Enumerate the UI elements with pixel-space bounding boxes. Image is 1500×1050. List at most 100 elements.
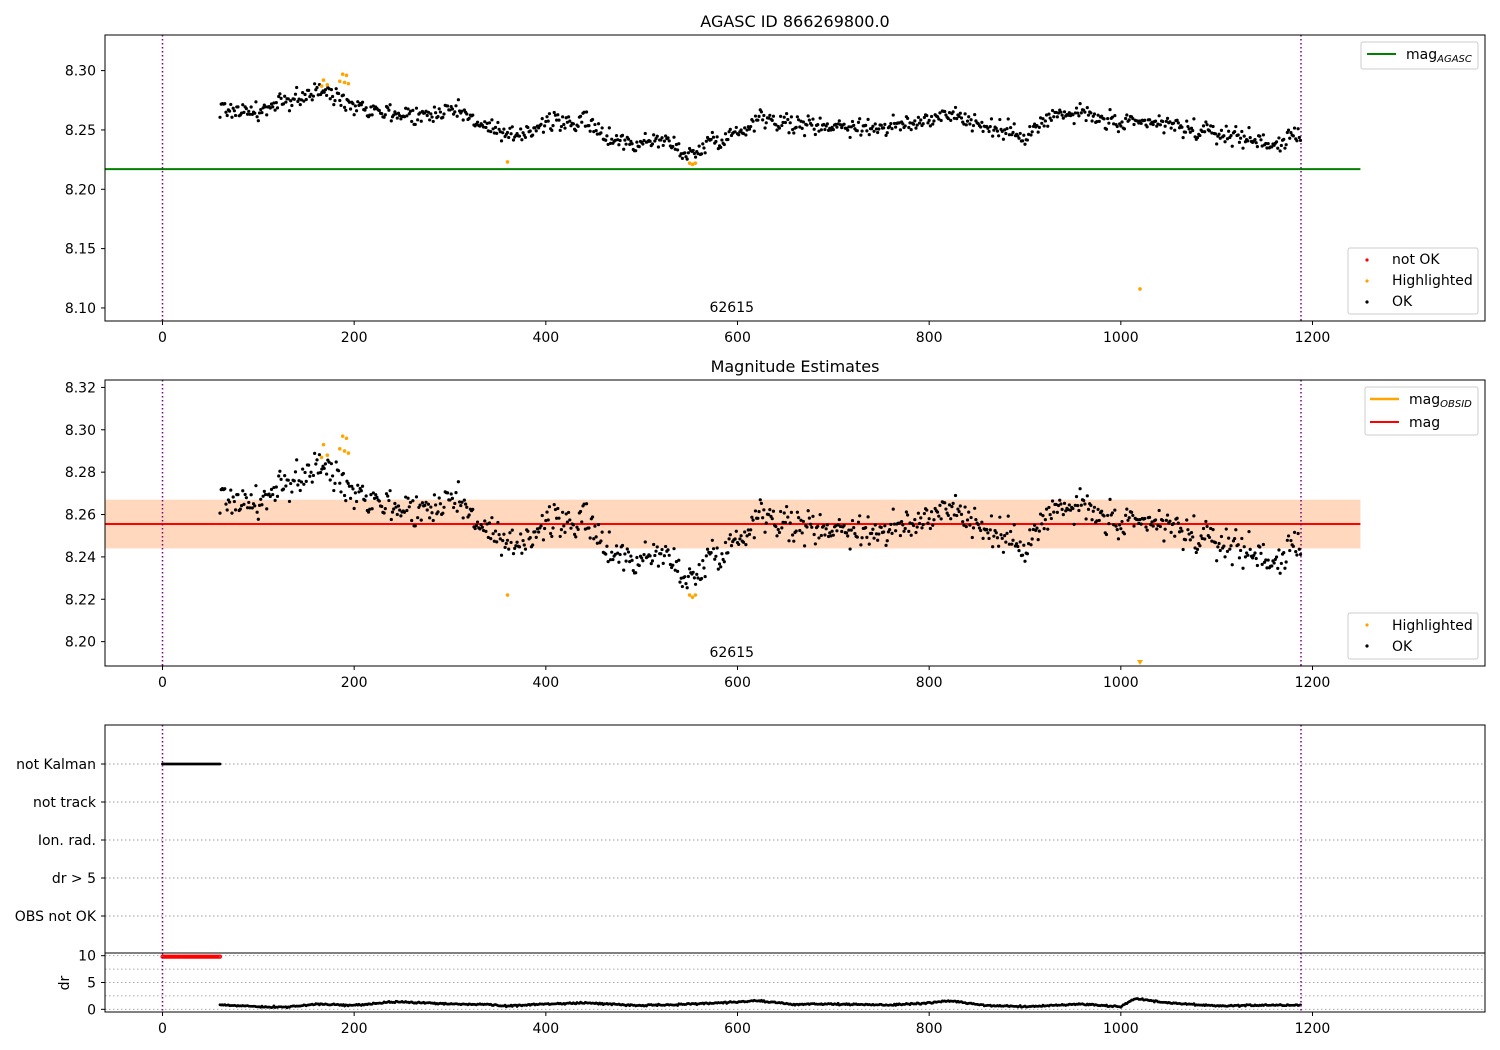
ok-point [218, 511, 222, 515]
ok-point [1116, 537, 1121, 541]
ok-point [502, 127, 506, 131]
ok-point [483, 120, 487, 124]
ok-point [620, 133, 625, 138]
x-tick-label: 1200 [1295, 330, 1331, 346]
ok-point [1022, 543, 1026, 547]
estimates-panel-points [105, 380, 1361, 666]
ok-point [611, 557, 615, 562]
ok-point [1067, 503, 1071, 507]
ok-point [496, 520, 500, 525]
ok-point [467, 513, 471, 517]
ok-point [558, 128, 562, 132]
ok-point [991, 134, 995, 138]
ok-point [1261, 542, 1265, 547]
ok-point [1171, 522, 1176, 526]
ok-point [1119, 527, 1123, 531]
ok-point [461, 118, 465, 122]
ok-point [1056, 503, 1061, 508]
ok-point [1164, 119, 1168, 123]
ok-point [714, 554, 718, 558]
ok-point [1240, 536, 1244, 541]
ok-point [771, 114, 776, 118]
ok-point [331, 474, 335, 478]
ok-point [756, 516, 760, 520]
ok-point [926, 521, 930, 525]
ok-point [1175, 118, 1179, 122]
ok-point [549, 531, 553, 536]
ok-point [652, 542, 656, 547]
ok-point [944, 507, 948, 511]
ok-point [1198, 544, 1202, 548]
ok-point [590, 515, 595, 519]
ok-point [1072, 121, 1076, 126]
ok-point [1219, 534, 1224, 539]
ok-point [546, 518, 550, 522]
legend-mag-label: mag [1409, 415, 1440, 431]
ok-point [922, 115, 926, 120]
ok-point [873, 523, 877, 527]
ok-point [249, 105, 253, 109]
ok-point [1200, 536, 1204, 541]
ok-point [774, 123, 778, 127]
ok-point [604, 552, 608, 556]
ok-point [618, 138, 622, 143]
ok-point [702, 566, 706, 570]
ok-point [1153, 518, 1158, 522]
ok-point [1104, 127, 1109, 131]
ok-point [595, 132, 599, 136]
highlighted-point [342, 449, 347, 453]
ok-point [261, 106, 265, 110]
ok-point [864, 526, 868, 530]
ok-point [624, 559, 628, 563]
ok-point [281, 102, 286, 106]
ok-point [655, 134, 659, 138]
ok-point [431, 518, 435, 523]
ok-point [387, 498, 391, 503]
ok-point [1030, 537, 1034, 541]
ok-point [818, 116, 822, 120]
ok-point [497, 127, 501, 131]
ok-point [696, 576, 700, 580]
ok-point [547, 505, 552, 509]
ok-point [610, 137, 614, 141]
ok-point [864, 123, 868, 128]
ok-point [1036, 538, 1040, 542]
ok-point [715, 135, 719, 139]
ok-point [946, 513, 950, 518]
ok-point [478, 527, 482, 531]
ok-point [1204, 519, 1208, 524]
ok-point [606, 142, 610, 147]
ok-point [274, 485, 278, 489]
ok-point [1288, 136, 1292, 140]
ok-point [1041, 117, 1045, 121]
ok-point [1203, 130, 1207, 134]
ok-point [768, 113, 772, 117]
ok-point [245, 506, 250, 510]
ok-point [503, 545, 507, 549]
ok-point [471, 507, 475, 511]
ok-point [964, 524, 968, 529]
highlighted-point [340, 434, 345, 438]
ok-point [687, 567, 692, 571]
ok-point [590, 117, 595, 122]
ok-point [426, 110, 431, 114]
ok-point [293, 92, 298, 96]
ok-point [1229, 133, 1233, 138]
ok-point [876, 130, 880, 135]
ok-point [977, 526, 982, 530]
y-tick-label: 8.30 [65, 64, 96, 80]
ok-point [1047, 505, 1051, 510]
ok-point [622, 147, 626, 151]
ok-point [377, 499, 381, 503]
ok-point [1243, 555, 1248, 559]
ok-point [631, 568, 635, 573]
ok-point [1090, 518, 1094, 522]
ok-point [596, 523, 601, 527]
ok-point [846, 128, 850, 132]
ok-point [777, 126, 782, 130]
ok-point [922, 511, 926, 516]
ok-point [623, 138, 627, 142]
ok-point [495, 131, 499, 135]
ok-point [973, 112, 977, 117]
ok-point [932, 518, 936, 522]
